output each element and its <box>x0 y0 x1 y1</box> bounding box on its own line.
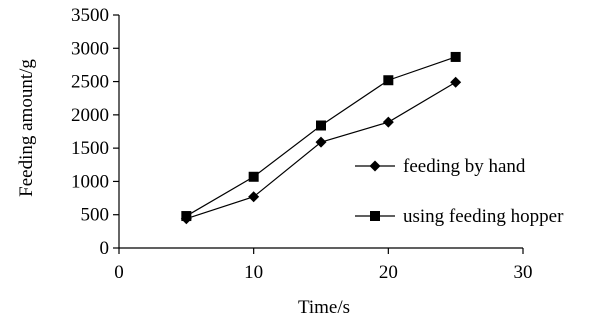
series-layer <box>180 51 462 225</box>
y-tick-label: 3500 <box>71 5 109 26</box>
legend-item: using feeding hopper <box>355 206 564 227</box>
y-axis-title: Feeding amount/g <box>16 59 37 197</box>
y-tick-label: 0 <box>100 238 110 259</box>
legend-label: using feeding hopper <box>403 206 564 227</box>
data-point <box>248 171 259 182</box>
legend-item: feeding by hand <box>355 156 526 177</box>
legend-marker <box>370 211 380 221</box>
series-line <box>186 81 456 220</box>
y-tick-label: 1500 <box>71 138 109 159</box>
data-point <box>315 136 327 148</box>
x-tick-label: 10 <box>244 262 263 283</box>
y-tick-label: 1000 <box>71 171 109 192</box>
axes: 0 500 1000 1500 2000 2500 3000 3500 0 10 20 30 <box>71 5 533 283</box>
data-point <box>383 75 394 86</box>
legend-label: feeding by hand <box>403 156 526 177</box>
data-point <box>248 191 260 203</box>
series-using-feeding-hopper <box>181 51 461 222</box>
x-tick-label: 20 <box>379 262 398 283</box>
x-axis-title: Time/s <box>298 297 350 318</box>
y-tick-label: 500 <box>81 205 110 226</box>
legend: feeding by hand using feeding hopper <box>355 156 564 227</box>
legend-marker <box>369 160 381 172</box>
data-point <box>450 51 461 62</box>
y-tick-label: 3000 <box>71 38 109 59</box>
x-tick-label: 30 <box>514 262 533 283</box>
data-point <box>181 211 192 222</box>
data-point <box>450 76 462 88</box>
data-point <box>316 120 326 131</box>
y-tick-label: 2000 <box>71 105 109 126</box>
series-feeding-by-hand <box>180 76 462 225</box>
series-line <box>186 56 456 217</box>
data-point <box>382 116 394 128</box>
x-tick-label: 0 <box>114 262 124 283</box>
y-tick-label: 2500 <box>71 72 109 93</box>
